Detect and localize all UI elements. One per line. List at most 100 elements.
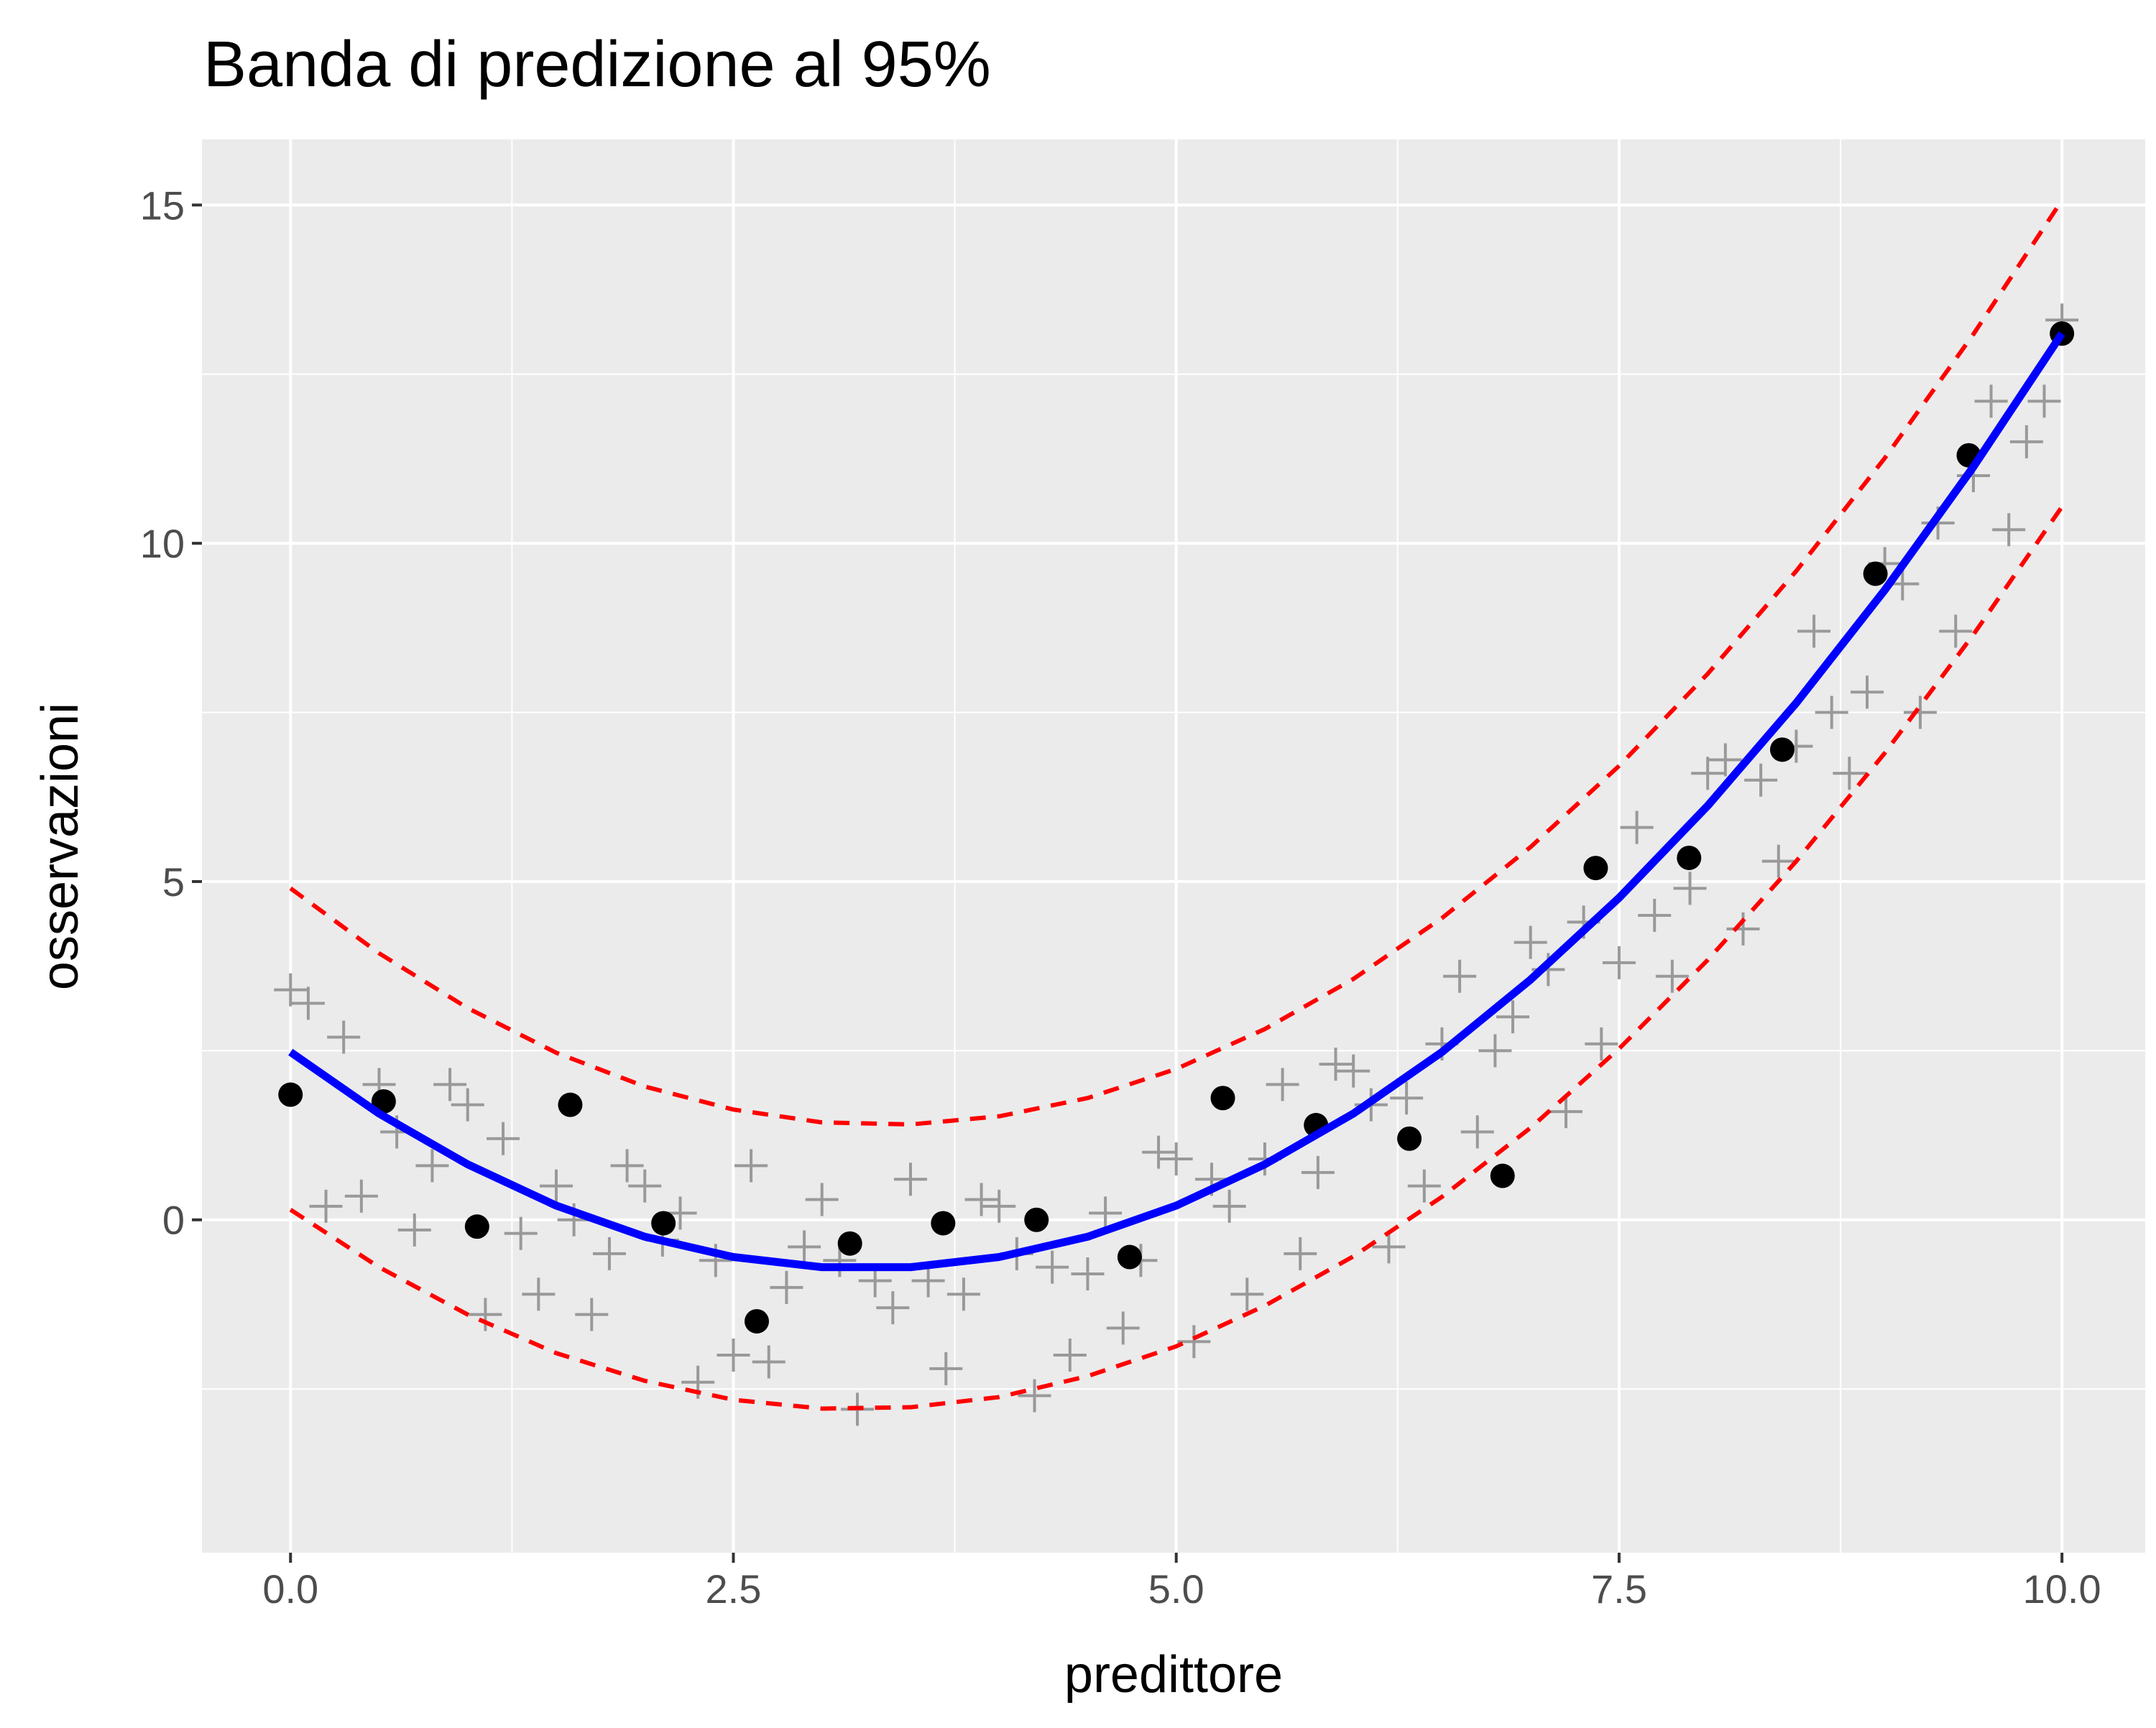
chart-title: Banda di predizione al 95% xyxy=(203,29,991,101)
cross-point xyxy=(1585,1027,1618,1061)
cross-point xyxy=(1939,614,1973,648)
cross-point xyxy=(397,1213,431,1247)
cross-point xyxy=(433,1068,467,1101)
x-tick-label: 5.0 xyxy=(1148,1566,1204,1612)
y-axis-title: osservazioni xyxy=(32,703,89,990)
point xyxy=(1677,845,1702,870)
cross-point xyxy=(1460,1115,1494,1149)
cross-point xyxy=(2009,425,2043,458)
cross-point xyxy=(539,1169,573,1203)
x-tick-label: 10.0 xyxy=(2023,1566,2101,1612)
point xyxy=(1863,561,1888,586)
cross-point xyxy=(1142,1135,1176,1169)
cross-point xyxy=(788,1230,821,1264)
point xyxy=(371,1089,396,1114)
cross-point xyxy=(1478,1034,1512,1068)
point xyxy=(745,1308,770,1334)
point xyxy=(1397,1126,1422,1151)
cross-point xyxy=(770,1270,803,1304)
cross-point xyxy=(575,1298,609,1331)
cross-point xyxy=(1284,1237,1317,1270)
cross-point xyxy=(1266,1068,1299,1101)
cross-point xyxy=(487,1122,520,1155)
cross-point xyxy=(1337,1054,1370,1088)
point xyxy=(1490,1163,1515,1188)
y-tick-label: 5 xyxy=(162,859,185,905)
point xyxy=(558,1092,583,1117)
cross-point xyxy=(592,1237,626,1270)
x-tick-label: 7.5 xyxy=(1591,1566,1647,1612)
x-tick-label: 0.0 xyxy=(262,1566,318,1612)
point xyxy=(1210,1086,1235,1111)
y-tick-label: 10 xyxy=(140,521,185,566)
cross-point xyxy=(1620,810,1654,844)
point xyxy=(1024,1207,1049,1232)
band-line xyxy=(289,505,2064,1411)
point xyxy=(931,1211,956,1236)
cross-point xyxy=(1372,1230,1406,1264)
cross-point xyxy=(1106,1311,1140,1345)
plot-panel xyxy=(202,139,2145,1553)
cross-point xyxy=(1602,946,1636,979)
point xyxy=(651,1211,676,1236)
cross-point xyxy=(734,1149,768,1183)
cross-point xyxy=(1159,1142,1193,1175)
fit-line xyxy=(288,331,2065,1272)
point xyxy=(464,1214,489,1239)
grid xyxy=(202,139,2145,1553)
x-axis-title: predittore xyxy=(1064,1646,1283,1704)
point xyxy=(837,1231,862,1256)
cross-point xyxy=(1903,696,1937,729)
cross-point xyxy=(1514,925,1547,959)
cross-point xyxy=(309,1189,343,1223)
cross-point xyxy=(1851,675,1884,709)
cross-point xyxy=(1797,614,1831,648)
cross-point xyxy=(946,1277,980,1311)
point xyxy=(1769,737,1795,762)
cross-point xyxy=(610,1149,644,1183)
cross-point xyxy=(1974,384,2008,418)
band-line xyxy=(289,199,2064,1127)
cross-point xyxy=(1443,959,1477,993)
y-tick-label: 15 xyxy=(140,182,185,228)
cross-point xyxy=(469,1298,502,1331)
cross-point xyxy=(1319,1048,1353,1081)
x-tick-label: 2.5 xyxy=(706,1566,762,1612)
cross-point xyxy=(415,1149,449,1183)
cross-point xyxy=(1018,1379,1051,1413)
point xyxy=(1117,1244,1142,1270)
cross-point xyxy=(1992,513,2026,547)
cross-point xyxy=(1212,1189,1246,1223)
cross-point xyxy=(1071,1257,1105,1291)
cross-point xyxy=(504,1216,538,1250)
cross-point xyxy=(1761,844,1795,878)
cross-point xyxy=(1673,872,1707,905)
cross-point xyxy=(1089,1196,1123,1230)
cross-point xyxy=(344,1179,378,1213)
cross-point xyxy=(1177,1325,1211,1359)
cross-point xyxy=(1301,1155,1335,1189)
cross-point xyxy=(327,1020,361,1054)
cross-point xyxy=(1053,1339,1087,1372)
cross-point xyxy=(274,973,308,1007)
cross-point xyxy=(1833,757,1866,790)
cross-point xyxy=(1815,696,1848,729)
cross-point xyxy=(1708,743,1742,777)
cross-point xyxy=(876,1291,910,1325)
cross-point xyxy=(1638,899,1672,933)
cross-point xyxy=(717,1339,750,1372)
cross-point xyxy=(1744,763,1778,797)
cross-point xyxy=(982,1189,1016,1223)
cross-point xyxy=(291,987,325,1020)
cross-point xyxy=(628,1169,662,1203)
cross-point xyxy=(964,1183,998,1216)
cross-point xyxy=(1655,959,1689,993)
cross-point xyxy=(1407,1169,1441,1203)
cross-point xyxy=(1036,1250,1069,1284)
cross-point xyxy=(1691,757,1725,790)
cross-point xyxy=(1230,1277,1264,1311)
cross-point xyxy=(929,1352,963,1385)
point xyxy=(1583,856,1608,881)
